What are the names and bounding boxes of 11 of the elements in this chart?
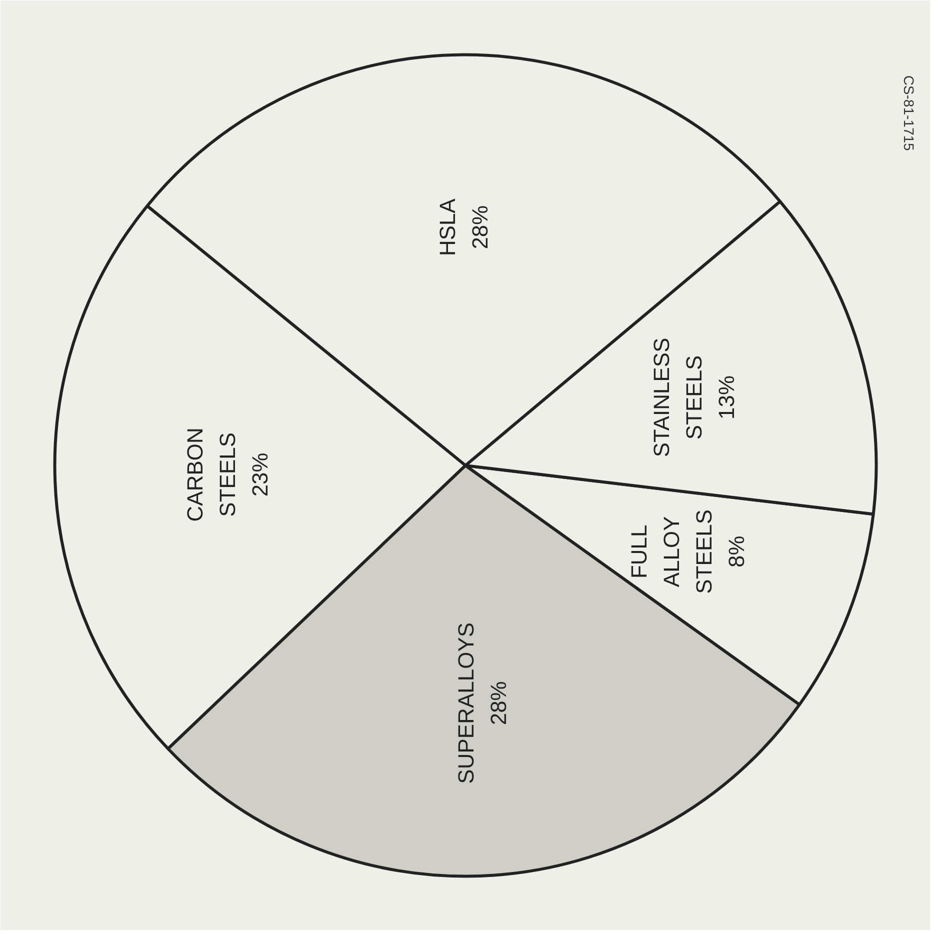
slice-label: CARBON STEELS xyxy=(182,428,240,522)
slice-label: FULL ALLOY STEELS xyxy=(626,509,716,594)
slice-label: SUPERALLOYS xyxy=(453,622,478,784)
slice-label: HSLA xyxy=(435,198,460,256)
data-label: 8% xyxy=(724,536,749,568)
data-label: 28% xyxy=(468,205,493,250)
data-label: 28% xyxy=(486,681,511,726)
slice-label: STAINLESS STEELS xyxy=(648,338,706,458)
data-label: 13% xyxy=(714,375,739,420)
text: CS-81-1715 xyxy=(901,75,918,152)
data-label: 23% xyxy=(247,452,272,497)
